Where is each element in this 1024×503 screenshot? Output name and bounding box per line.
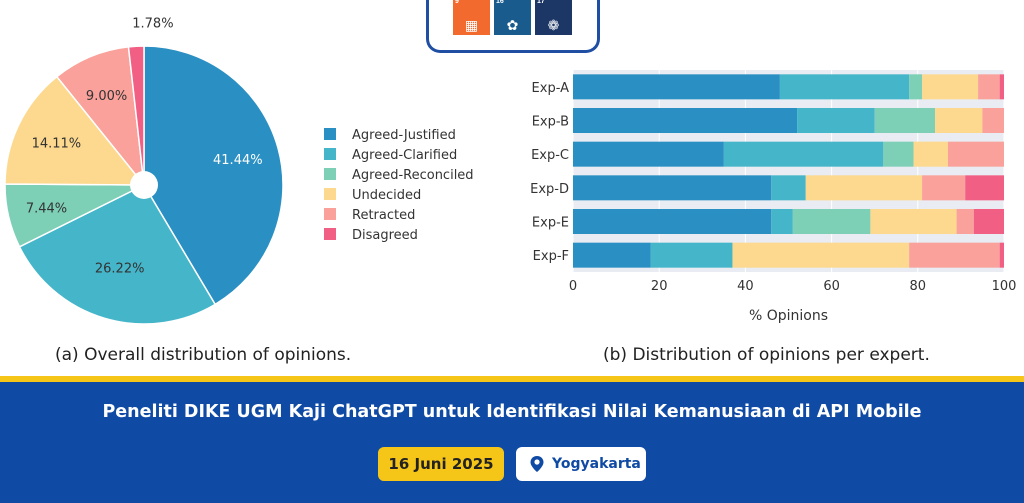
bar-segment xyxy=(573,108,798,133)
y-tick-label: Exp-C xyxy=(531,148,569,163)
plot-background xyxy=(573,70,1004,272)
legend-label: Agreed-Clarified xyxy=(352,148,457,163)
partnership-ring-icon: ❁ xyxy=(547,17,560,33)
pie-slice xyxy=(127,45,145,186)
pie-value-label: 14.11% xyxy=(32,137,82,152)
bar-segment xyxy=(956,209,974,234)
bar-segment xyxy=(732,242,910,268)
bar-segment xyxy=(909,242,1000,268)
x-tick-label: 100 xyxy=(992,279,1017,294)
bar-segment xyxy=(573,242,651,268)
bar-segment xyxy=(573,74,780,100)
news-banner: Peneliti DIKE UGM Kaji ChatGPT untuk Ide… xyxy=(0,376,1024,503)
bar-caption: (b) Distribution of opinions per expert. xyxy=(603,345,930,365)
bar-segment xyxy=(935,108,983,133)
pie-slice xyxy=(4,75,146,186)
bar-segment xyxy=(922,74,979,100)
pie-value-label: 41.44% xyxy=(213,153,263,168)
sdg-number: 17 xyxy=(537,0,545,5)
bar-segment xyxy=(874,108,936,133)
bar-segment xyxy=(922,175,966,201)
y-tick-label: Exp-E xyxy=(532,216,569,231)
bar-segment xyxy=(771,175,806,201)
bar-segment xyxy=(779,74,910,100)
banner-title: Peneliti DIKE UGM Kaji ChatGPT untuk Ide… xyxy=(102,402,922,422)
sdg-tile-16: 16 ✿ xyxy=(494,0,531,35)
banner-stripe xyxy=(0,376,1024,382)
bar-segment xyxy=(883,141,914,167)
bar-segment xyxy=(999,242,1004,268)
date-badge: 16 Juni 2025 xyxy=(378,447,504,481)
legend-swatch xyxy=(324,128,336,140)
y-tick-label: Exp-A xyxy=(532,81,570,96)
sdg-badge-panel: 9 ▦ 16 ✿ 17 ❁ xyxy=(426,0,600,53)
figure: 41.44% 26.22% 7.44% 14.11% 9.00% 1.78% Agreed-… xyxy=(4,17,1017,365)
legend-swatch xyxy=(324,148,336,160)
legend-label: Undecided xyxy=(352,188,421,203)
bar-segment xyxy=(792,209,871,234)
dove-gavel-icon: ✿ xyxy=(506,17,519,33)
bar-segment xyxy=(982,108,1004,133)
bar-segment xyxy=(573,209,772,234)
pie-slice xyxy=(143,45,284,306)
bar-segment xyxy=(650,242,733,268)
bar-segment xyxy=(573,141,724,167)
x-tick-label: 40 xyxy=(737,279,754,294)
x-tick-label: 80 xyxy=(910,279,927,294)
bar-segment xyxy=(965,175,1004,201)
x-tick-label: 60 xyxy=(823,279,840,294)
chart-svg: 41.44% 26.22% 7.44% 14.11% 9.00% 1.78% Agreed-… xyxy=(4,17,1017,325)
industry-blocks-icon: ▦ xyxy=(464,17,479,33)
location-badge: Yogyakarta xyxy=(516,447,646,481)
pie-caption: (a) Overall distribution of opinions. xyxy=(55,345,352,365)
legend-swatch xyxy=(324,208,336,220)
bar-segment xyxy=(771,209,793,234)
x-tick-label: 0 xyxy=(569,279,577,294)
pie-center-hole xyxy=(130,171,158,199)
sdg-tile-9: 9 ▦ xyxy=(453,0,490,35)
location-pin-icon xyxy=(530,456,544,472)
bar-segment xyxy=(999,74,1004,100)
bar-segment xyxy=(573,175,772,201)
y-tick-label: Exp-D xyxy=(530,182,569,197)
legend-swatch xyxy=(324,188,336,200)
legend-label: Agreed-Justified xyxy=(352,128,456,143)
bar-segment xyxy=(723,141,884,167)
sdg-number: 16 xyxy=(496,0,504,5)
legend-swatch xyxy=(324,168,336,180)
legend-swatch xyxy=(324,228,336,240)
bar-segment xyxy=(947,141,1004,167)
bar-segment xyxy=(805,175,923,201)
pie-slice xyxy=(18,184,217,325)
bar-segment xyxy=(978,74,1000,100)
legend-label: Disagreed xyxy=(352,228,418,243)
pie-slice xyxy=(55,46,146,188)
location-label: Yogyakarta xyxy=(552,456,641,472)
bar-segment xyxy=(797,108,875,133)
y-tick-label: Exp-B xyxy=(532,115,569,130)
sdg-number: 9 xyxy=(455,0,459,5)
x-tick-label: 20 xyxy=(651,279,668,294)
sdg-tile-17: 17 ❁ xyxy=(535,0,572,35)
x-axis-label: % Opinions xyxy=(749,308,828,324)
bar-segment xyxy=(909,74,923,100)
bar-segment xyxy=(913,141,948,167)
pie-value-label: 26.22% xyxy=(95,262,145,277)
y-tick-label: Exp-F xyxy=(533,249,569,264)
pie-value-label: 9.00% xyxy=(86,89,127,104)
legend-label: Agreed-Reconciled xyxy=(352,168,474,183)
bar-segment xyxy=(870,209,957,234)
pie-value-label: 7.44% xyxy=(26,202,67,217)
pie-value-label: 1.78% xyxy=(132,17,173,32)
bar-segment xyxy=(973,209,1004,234)
legend-label: Retracted xyxy=(352,208,415,223)
